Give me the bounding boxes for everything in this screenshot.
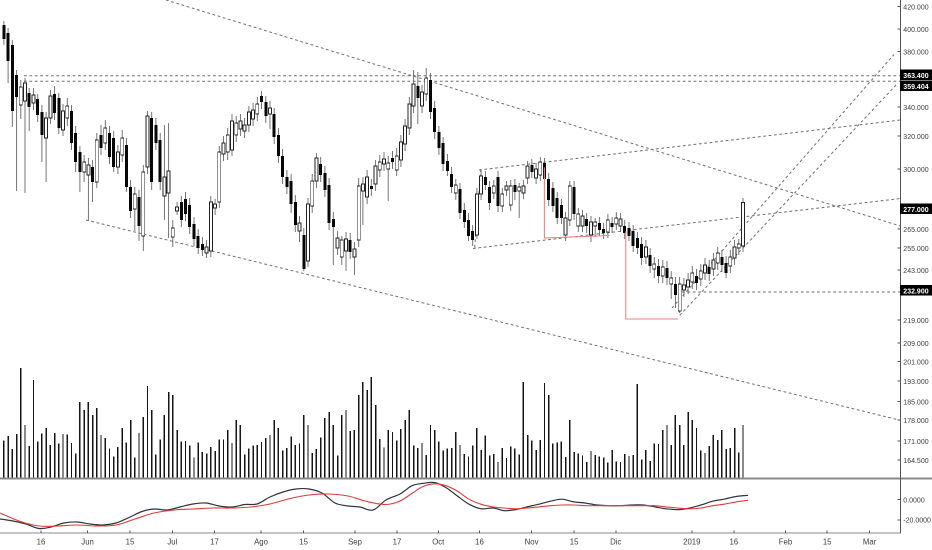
svg-text:171.000: 171.000 xyxy=(903,439,928,446)
svg-text:16: 16 xyxy=(475,538,484,547)
svg-text:380.000: 380.000 xyxy=(903,49,928,56)
svg-text:300.000: 300.000 xyxy=(903,167,928,174)
svg-text:15: 15 xyxy=(570,538,579,547)
svg-text:Nov: Nov xyxy=(525,538,539,547)
svg-text:Mar: Mar xyxy=(863,538,877,547)
svg-text:255.000: 255.000 xyxy=(903,246,928,253)
svg-text:Jun: Jun xyxy=(81,538,94,547)
svg-text:15: 15 xyxy=(299,538,308,547)
svg-text:363.400: 363.400 xyxy=(903,73,928,80)
svg-text:164.500: 164.500 xyxy=(903,458,928,465)
svg-text:178.000: 178.000 xyxy=(903,418,928,425)
svg-text:277.000: 277.000 xyxy=(903,207,928,214)
svg-text:359.404: 359.404 xyxy=(903,84,928,91)
svg-text:17: 17 xyxy=(393,538,402,547)
svg-text:193.000: 193.000 xyxy=(903,379,928,386)
svg-text:209.000: 209.000 xyxy=(903,341,928,348)
svg-text:243.000: 243.000 xyxy=(903,268,928,275)
svg-text:201.000: 201.000 xyxy=(903,359,928,366)
svg-text:Feb: Feb xyxy=(779,538,793,547)
svg-text:185.000: 185.000 xyxy=(903,399,928,406)
svg-text:400.000: 400.000 xyxy=(903,27,928,34)
svg-text:-20.0000: -20.0000 xyxy=(903,518,931,525)
svg-text:16: 16 xyxy=(37,538,46,547)
svg-text:15: 15 xyxy=(823,538,832,547)
svg-text:219.000: 219.000 xyxy=(903,318,928,325)
svg-text:Ago: Ago xyxy=(254,538,269,547)
svg-text:340.000: 340.000 xyxy=(903,105,928,112)
svg-text:265.000: 265.000 xyxy=(903,227,928,234)
svg-text:320.000: 320.000 xyxy=(903,134,928,141)
svg-text:Sep: Sep xyxy=(348,538,363,547)
svg-text:Dic: Dic xyxy=(610,538,621,547)
svg-text:2019: 2019 xyxy=(683,538,700,547)
svg-text:17: 17 xyxy=(210,538,219,547)
svg-text:0.0000: 0.0000 xyxy=(903,497,925,504)
svg-text:232.900: 232.900 xyxy=(903,288,928,295)
svg-text:15: 15 xyxy=(126,538,135,547)
svg-text:420.000: 420.000 xyxy=(903,4,928,11)
svg-text:16: 16 xyxy=(729,538,738,547)
svg-text:Oct: Oct xyxy=(432,538,445,547)
svg-text:Jul: Jul xyxy=(167,538,177,547)
